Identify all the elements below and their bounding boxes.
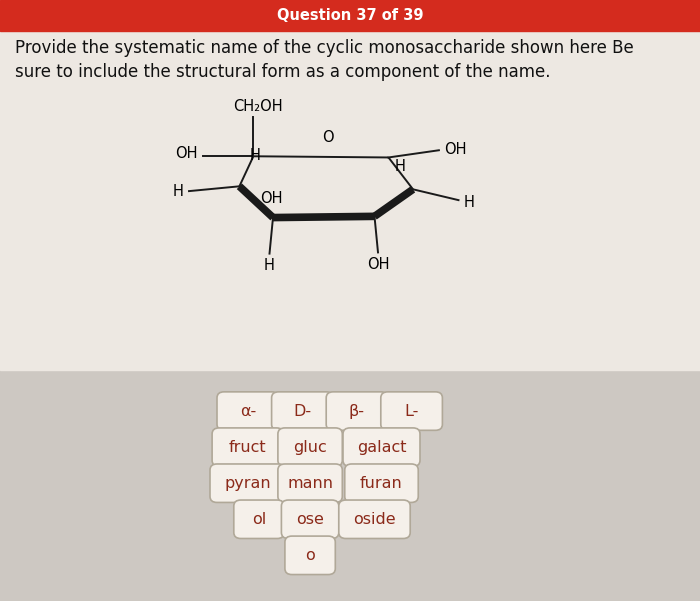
- Text: CH₂OH: CH₂OH: [234, 99, 283, 114]
- FancyBboxPatch shape: [343, 428, 420, 466]
- Text: o: o: [305, 548, 315, 563]
- Text: O: O: [322, 130, 334, 145]
- Text: Provide the systematic name of the cyclic monosaccharide shown here Be: Provide the systematic name of the cycli…: [15, 39, 634, 57]
- FancyBboxPatch shape: [381, 392, 442, 430]
- Text: oside: oside: [354, 512, 395, 526]
- Text: mann: mann: [287, 476, 333, 490]
- Bar: [0, 370, 700, 601]
- Text: H: H: [172, 184, 183, 198]
- FancyBboxPatch shape: [345, 464, 419, 502]
- Text: pyran: pyran: [225, 476, 271, 490]
- Text: sure to include the structural form as a component of the name.: sure to include the structural form as a…: [15, 63, 551, 81]
- Text: fruct: fruct: [229, 440, 267, 454]
- Text: OH: OH: [444, 142, 467, 156]
- Text: OH: OH: [367, 257, 389, 272]
- Text: H: H: [464, 195, 475, 210]
- Text: α-: α-: [239, 404, 256, 418]
- FancyBboxPatch shape: [217, 392, 279, 430]
- Text: D-: D-: [293, 404, 312, 418]
- Bar: [0, 0, 700, 31]
- FancyBboxPatch shape: [272, 392, 333, 430]
- FancyBboxPatch shape: [326, 392, 388, 430]
- FancyBboxPatch shape: [234, 500, 284, 538]
- Text: OH: OH: [175, 147, 197, 161]
- Text: H: H: [395, 159, 406, 174]
- Text: gluc: gluc: [293, 440, 327, 454]
- FancyBboxPatch shape: [281, 500, 339, 538]
- FancyBboxPatch shape: [278, 428, 342, 466]
- FancyBboxPatch shape: [339, 500, 410, 538]
- Text: Question 37 of 39: Question 37 of 39: [276, 8, 424, 23]
- Text: furan: furan: [360, 476, 403, 490]
- FancyBboxPatch shape: [210, 464, 286, 502]
- Text: ol: ol: [252, 512, 266, 526]
- FancyBboxPatch shape: [278, 464, 342, 502]
- FancyBboxPatch shape: [212, 428, 284, 466]
- Bar: [0, 31, 700, 370]
- Text: ose: ose: [296, 512, 324, 526]
- Text: H: H: [249, 148, 260, 163]
- Text: OH: OH: [260, 191, 283, 206]
- Text: H: H: [264, 258, 275, 273]
- Text: galact: galact: [357, 440, 406, 454]
- Text: β-: β-: [349, 404, 365, 418]
- Text: L-: L-: [405, 404, 419, 418]
- FancyBboxPatch shape: [285, 536, 335, 575]
